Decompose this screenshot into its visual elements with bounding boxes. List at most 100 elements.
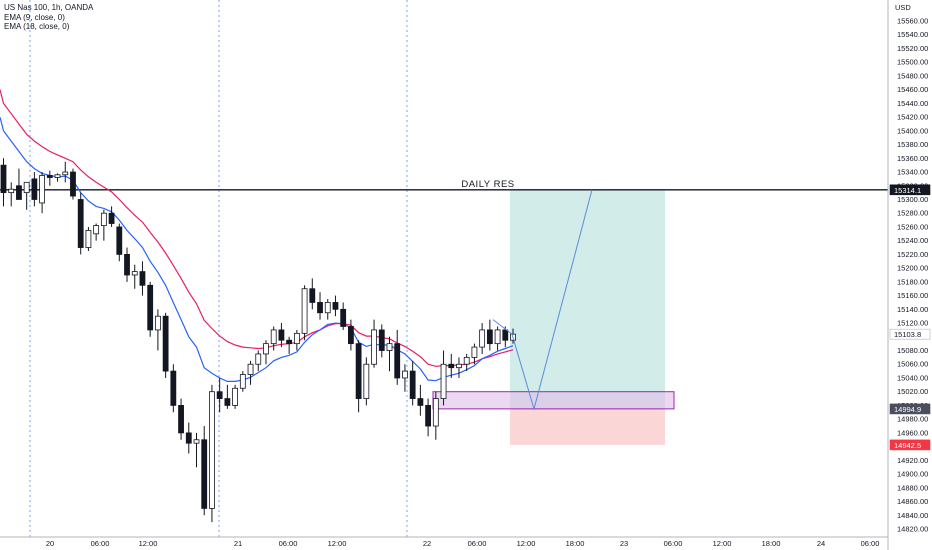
price-tag: 14994.9: [889, 403, 931, 415]
candle: [124, 247, 130, 282]
candle: [23, 181, 30, 210]
candle: [93, 223, 100, 241]
x-tick-label: 21: [234, 539, 242, 548]
candle: [154, 309, 161, 351]
bearish-candle-body: [332, 302, 339, 310]
y-tick-label: 14960.00: [897, 428, 928, 437]
bearish-candle-body: [31, 178, 38, 200]
price-tag-label: 14994.9: [894, 405, 921, 414]
candle: [62, 161, 69, 183]
y-tick-label: 15500.00: [897, 58, 928, 67]
candle: [77, 192, 84, 255]
price-axis: [888, 0, 932, 550]
candle: [378, 324, 385, 358]
bullish-candle-body: [270, 329, 277, 345]
bearish-candle-body: [124, 254, 130, 276]
bearish-candle-body: [286, 339, 293, 345]
bullish-candle-body: [23, 181, 30, 194]
candle: [139, 261, 146, 296]
y-tick-label: 15460.00: [897, 85, 928, 94]
bearish-candle-body: [77, 199, 84, 248]
price-tag-box: [889, 403, 931, 415]
candle: [232, 384, 239, 409]
y-tick-label: 15520.00: [897, 44, 928, 53]
bullish-candle-body: [247, 363, 254, 375]
bullish-candle-body: [479, 329, 486, 348]
candle: [363, 357, 370, 406]
candle: [371, 319, 377, 368]
candle: [425, 398, 432, 437]
x-tick-label: 06:00: [91, 539, 110, 548]
ema-9-line: [0, 116, 514, 382]
bullish-candle-body: [154, 315, 161, 331]
bearish-candle-body: [178, 405, 184, 434]
bullish-candle-body: [456, 363, 462, 369]
bearish-candle-body: [224, 398, 231, 406]
candle: [39, 172, 45, 214]
y-tick-label: 15420.00: [897, 113, 928, 122]
price-tag-label: 15314.1: [894, 186, 921, 195]
candle: [355, 340, 362, 413]
y-tick-label: 14900.00: [897, 470, 928, 479]
y-tick-label: 15200.00: [897, 264, 928, 273]
bullish-candle-body: [432, 398, 439, 427]
bearish-candle-body: [347, 326, 354, 345]
bullish-candle-body: [8, 188, 15, 194]
x-tick-label: 18:00: [762, 539, 781, 548]
y-tick-label: 15380.00: [897, 140, 928, 149]
bearish-candle-body: [70, 171, 76, 197]
bearish-candle-body: [46, 175, 53, 178]
bearish-candle-body: [116, 226, 123, 255]
price-tag-label: 15103.8: [894, 330, 921, 339]
candle: [116, 223, 123, 262]
bullish-candle-body: [371, 329, 377, 365]
bullish-candle-body: [263, 343, 269, 355]
price-tag: 15103.8: [889, 328, 931, 340]
candle: [502, 326, 509, 348]
x-tick-label: 23: [620, 539, 628, 548]
ema-9-label[interactable]: EMA (9, close, 0): [4, 12, 65, 22]
x-tick-label: 06:00: [861, 539, 880, 548]
y-tick-label: 15120.00: [897, 319, 928, 328]
candle: [16, 168, 22, 200]
bearish-candle-body: [139, 271, 146, 286]
bullish-candle-body: [54, 174, 61, 178]
candle: [479, 323, 486, 354]
y-tick-label: 15540.00: [897, 30, 928, 39]
y-tick-label: 15560.00: [897, 17, 928, 26]
y-tick-label: 15180.00: [897, 277, 928, 286]
symbol-title[interactable]: US Nas 100, 1h, OANDA: [4, 3, 94, 12]
y-tick-label: 14980.00: [897, 415, 928, 424]
y-tick-label: 15340.00: [897, 168, 928, 177]
bearish-candle-body: [417, 398, 424, 406]
y-tick-label: 15360.00: [897, 154, 928, 163]
candle: [46, 170, 53, 186]
candle: [332, 295, 339, 317]
candle: [8, 182, 15, 207]
bullish-candle-body: [85, 229, 92, 248]
candle: [440, 350, 447, 406]
candle: [486, 319, 493, 351]
x-tick-label: 22: [423, 539, 431, 548]
ema-18-label[interactable]: EMA (18, close, 0): [4, 22, 70, 31]
bearish-candle-body: [340, 308, 347, 327]
take-profit-zone: [510, 189, 665, 409]
y-tick-label: 15480.00: [897, 71, 928, 80]
bullish-candle-body: [386, 343, 393, 351]
bullish-candle-body: [62, 171, 69, 176]
bullish-candle-body: [209, 391, 215, 509]
candle: [209, 384, 215, 523]
candle: [394, 329, 401, 385]
x-tick-label: 12:00: [139, 539, 158, 548]
candle: [347, 319, 354, 351]
x-tick-label: 12:00: [713, 539, 732, 548]
currency-label: USD: [895, 3, 911, 12]
bearish-candle-body: [16, 185, 22, 200]
candle: [270, 326, 277, 351]
y-tick-label: 15060.00: [897, 360, 928, 369]
bearish-candle-body: [486, 329, 493, 345]
candle: [201, 426, 208, 516]
candle: [317, 292, 323, 320]
candle: [216, 377, 223, 413]
